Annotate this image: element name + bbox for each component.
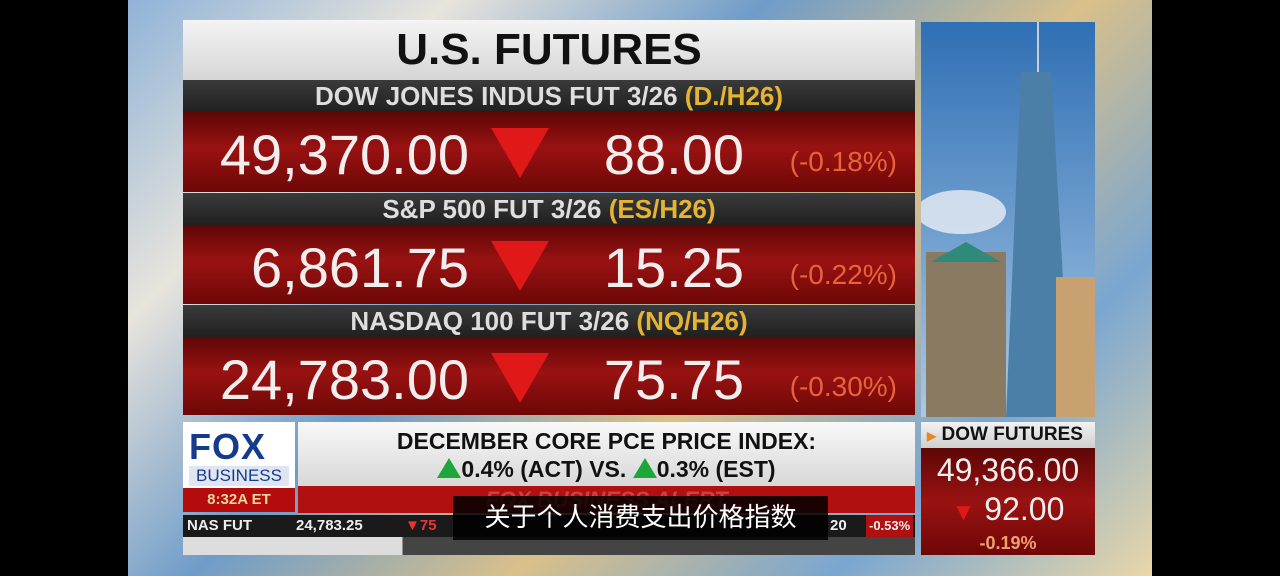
ticker-change: ▼75 [405,517,437,534]
price: 6,861.75 [251,236,469,299]
symbol: (NQ/H26) [636,306,748,336]
percent: (-0.22%) [789,259,897,290]
subtitle: 关于个人消费支出价格指数 [453,496,828,540]
logo-business: BUSINESS [189,466,289,486]
price: 49,370.00 [219,123,469,186]
down-arrow [491,353,549,403]
logo: FOX BUSINESS 8:32A ET [183,422,295,512]
side-title-text: DOW FUTURES [941,424,1083,445]
logo-fox: FOX [189,426,267,467]
down-arrow [491,128,549,178]
ticker-strip [183,537,915,555]
down-arrow [491,241,549,291]
clock: 8:32A ET [183,488,295,512]
row-values: 49,370.00 88.00 (-0.18%) [183,112,915,192]
name: NASDAQ 100 FUT 3/26 [350,306,630,336]
symbol: (ES/H26) [608,194,716,224]
symbol: (D./H26) [684,81,784,111]
alert: DECEMBER CORE PCE PRICE INDEX: 0.4% (ACT… [298,422,915,486]
alert-actual: 0.4% (ACT) VS. [461,456,627,482]
alert-estimate: 0.3% (EST) [656,456,776,482]
change: 15.25 [603,236,744,299]
percent: (-0.18%) [789,146,897,177]
row-header: DOW JONES INDUS FUT 3/26 (D./H26) [183,80,915,112]
name: DOW JONES INDUS FUT 3/26 [314,81,678,111]
row-header: S&P 500 FUT 3/26 (ES/H26) [183,193,915,225]
ticker-change-value: 75 [419,517,437,534]
skyline-image [921,22,1095,417]
side-title: ▶ DOW FUTURES [921,422,1095,448]
alert-headline: DECEMBER CORE PCE PRICE INDEX: [396,428,817,454]
title: U.S. FUTURES [183,20,915,80]
side-change: 92.00 [984,491,1065,527]
side-price: 49,366.00 [936,452,1080,488]
side-values: 49,366.00 ▼ 92.00 -0.19% [921,448,1095,555]
row-values: 6,861.75 15.25 (-0.22%) [183,225,915,304]
side-percent: -0.19% [979,533,1037,553]
row-values: 24,783.00 75.75 (-0.30%) [183,337,915,415]
row-header: NASDAQ 100 FUT 3/26 (NQ/H26) [183,305,915,337]
name: S&P 500 FUT 3/26 [382,194,602,224]
change: 75.75 [603,348,744,411]
price: 24,783.00 [219,348,469,411]
ticker-percent: -0.53% [866,515,914,537]
ticker-label: NAS FUT [187,517,252,534]
ticker-tail: 20 [830,517,847,534]
change: 88.00 [603,123,744,186]
percent: (-0.30%) [789,371,897,402]
ticker-price: 24,783.25 [296,517,363,534]
